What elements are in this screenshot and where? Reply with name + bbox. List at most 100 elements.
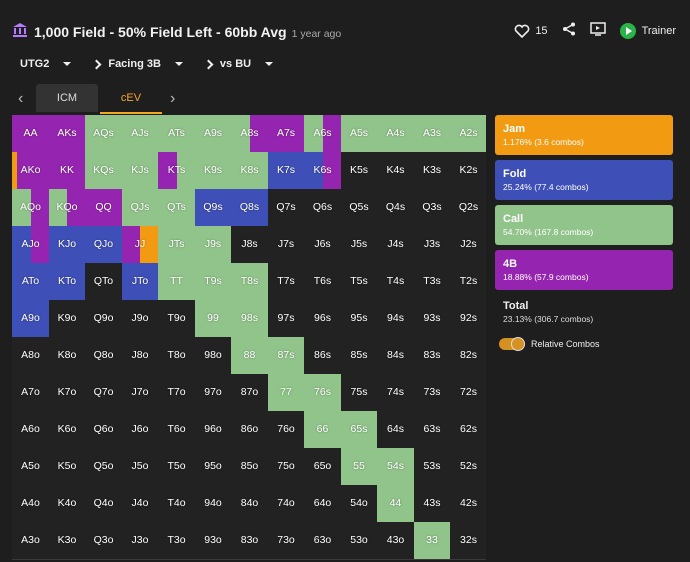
hand-cell[interactable]: J7o xyxy=(121,374,160,412)
hand-cell[interactable]: A2s xyxy=(450,115,486,153)
hand-cell[interactable]: K4s xyxy=(377,152,415,190)
hand-cell[interactable]: QJo xyxy=(85,226,123,264)
hand-cell[interactable]: 97s xyxy=(267,300,306,338)
hand-cell[interactable]: J8o xyxy=(121,337,160,375)
hand-cell[interactable]: J4s xyxy=(377,226,415,264)
chevron-left-icon[interactable]: ‹ xyxy=(18,90,24,107)
hand-cell[interactable]: 54o xyxy=(340,485,379,523)
hand-cell[interactable]: J4o xyxy=(121,485,160,523)
hand-cell[interactable]: J5s xyxy=(340,226,379,264)
hand-cell[interactable]: Q2s xyxy=(450,189,486,227)
hand-cell[interactable]: 63s xyxy=(413,411,452,449)
hand-cell[interactable]: A4s xyxy=(377,115,415,153)
hand-cell[interactable]: 98s xyxy=(231,300,269,338)
hand-cell[interactable]: Q7o xyxy=(85,374,123,412)
hand-cell[interactable]: 83s xyxy=(413,337,452,375)
hand-cell[interactable]: A5o xyxy=(12,448,50,486)
hand-cell[interactable]: K4o xyxy=(48,485,87,523)
hand-cell[interactable]: A9o xyxy=(12,300,50,338)
hand-cell[interactable]: J3o xyxy=(121,522,160,560)
hand-cell[interactable]: 74o xyxy=(267,485,306,523)
hand-cell[interactable]: T5s xyxy=(340,263,379,301)
hand-cell[interactable]: T2s xyxy=(450,263,486,301)
hand-cell[interactable]: QJs xyxy=(121,189,160,227)
tab-cev[interactable]: cEV xyxy=(100,84,162,114)
hand-cell[interactable]: 86s xyxy=(304,337,342,375)
hand-cell[interactable]: 42s xyxy=(450,485,486,523)
action-dropdown[interactable]: Facing 3B xyxy=(91,58,183,70)
hand-cell[interactable]: A6o xyxy=(12,411,50,449)
hand-cell[interactable]: KJs xyxy=(121,152,160,190)
hand-cell[interactable]: K6s xyxy=(304,152,342,190)
hand-cell[interactable]: 65o xyxy=(304,448,342,486)
hand-cell[interactable]: T8s xyxy=(231,263,269,301)
hand-cell[interactable]: A4o xyxy=(12,485,50,523)
hand-cell[interactable]: T8o xyxy=(158,337,196,375)
hand-cell[interactable]: QQ xyxy=(85,189,123,227)
hand-cell[interactable]: J5o xyxy=(121,448,160,486)
hand-cell[interactable]: AKs xyxy=(48,115,87,153)
hand-cell[interactable]: 95o xyxy=(194,448,233,486)
hand-cell[interactable]: JTs xyxy=(158,226,196,264)
hand-cell[interactable]: K7s xyxy=(267,152,306,190)
hand-cell[interactable]: QTs xyxy=(158,189,196,227)
hand-cell[interactable]: J2s xyxy=(450,226,486,264)
hand-cell[interactable]: J7s xyxy=(267,226,306,264)
hand-cell[interactable]: 77 xyxy=(267,374,306,412)
hand-cell[interactable]: T6o xyxy=(158,411,196,449)
hand-cell[interactable]: 65s xyxy=(340,411,379,449)
hand-cell[interactable]: K9s xyxy=(194,152,233,190)
hand-cell[interactable]: 93o xyxy=(194,522,233,560)
hand-cell[interactable]: 98o xyxy=(194,337,233,375)
hand-cell[interactable]: 97o xyxy=(194,374,233,412)
hand-cell[interactable]: T3o xyxy=(158,522,196,560)
legend-4b[interactable]: 4B 18.88% (57.9 combos) xyxy=(495,250,673,290)
hand-cell[interactable]: AQo xyxy=(12,189,50,227)
hand-cell[interactable]: 83o xyxy=(231,522,269,560)
hand-cell[interactable]: ATs xyxy=(158,115,196,153)
hand-cell[interactable]: 64s xyxy=(377,411,415,449)
hand-cell[interactable]: 85s xyxy=(340,337,379,375)
hand-cell[interactable]: J6s xyxy=(304,226,342,264)
hand-cell[interactable]: KTs xyxy=(158,152,196,190)
hand-cell[interactable]: A3s xyxy=(413,115,452,153)
hand-cell[interactable]: 33 xyxy=(413,522,452,560)
hand-cell[interactable]: 87s xyxy=(267,337,306,375)
hand-cell[interactable]: T3s xyxy=(413,263,452,301)
hand-cell[interactable]: A8s xyxy=(231,115,269,153)
hand-cell[interactable]: 86o xyxy=(231,411,269,449)
hand-cell[interactable]: 93s xyxy=(413,300,452,338)
hand-cell[interactable]: 64o xyxy=(304,485,342,523)
hand-cell[interactable]: 53s xyxy=(413,448,452,486)
hand-cell[interactable]: TT xyxy=(158,263,196,301)
legend-fold[interactable]: Fold 25.24% (77.4 combos) xyxy=(495,160,673,200)
hand-cell[interactable]: KJo xyxy=(48,226,87,264)
hand-cell[interactable]: K6o xyxy=(48,411,87,449)
hand-cell[interactable]: 84o xyxy=(231,485,269,523)
hand-cell[interactable]: 87o xyxy=(231,374,269,412)
hand-cell[interactable]: 82s xyxy=(450,337,486,375)
hand-cell[interactable]: 54s xyxy=(377,448,415,486)
hand-cell[interactable]: Q9s xyxy=(194,189,233,227)
hand-cell[interactable]: 66 xyxy=(304,411,342,449)
hand-cell[interactable]: AQs xyxy=(85,115,123,153)
hand-cell[interactable]: 85o xyxy=(231,448,269,486)
hand-cell[interactable]: K8o xyxy=(48,337,87,375)
hand-cell[interactable]: A7s xyxy=(267,115,306,153)
hand-cell[interactable]: AA xyxy=(12,115,50,153)
hand-cell[interactable]: 99 xyxy=(194,300,233,338)
hand-cell[interactable]: 94o xyxy=(194,485,233,523)
hand-cell[interactable]: 96o xyxy=(194,411,233,449)
hand-cell[interactable]: AKo xyxy=(12,152,50,190)
hand-cell[interactable]: AJo xyxy=(12,226,50,264)
hand-cell[interactable]: 92s xyxy=(450,300,486,338)
hand-cell[interactable]: KTo xyxy=(48,263,87,301)
hand-cell[interactable]: A9s xyxy=(194,115,233,153)
hand-cell[interactable]: 32s xyxy=(450,522,486,560)
hand-cell[interactable]: J9s xyxy=(194,226,233,264)
hand-cell[interactable]: A8o xyxy=(12,337,50,375)
hand-cell[interactable]: JTo xyxy=(121,263,160,301)
hand-cell[interactable]: 75o xyxy=(267,448,306,486)
hand-cell[interactable]: J9o xyxy=(121,300,160,338)
hand-cell[interactable]: 55 xyxy=(340,448,379,486)
